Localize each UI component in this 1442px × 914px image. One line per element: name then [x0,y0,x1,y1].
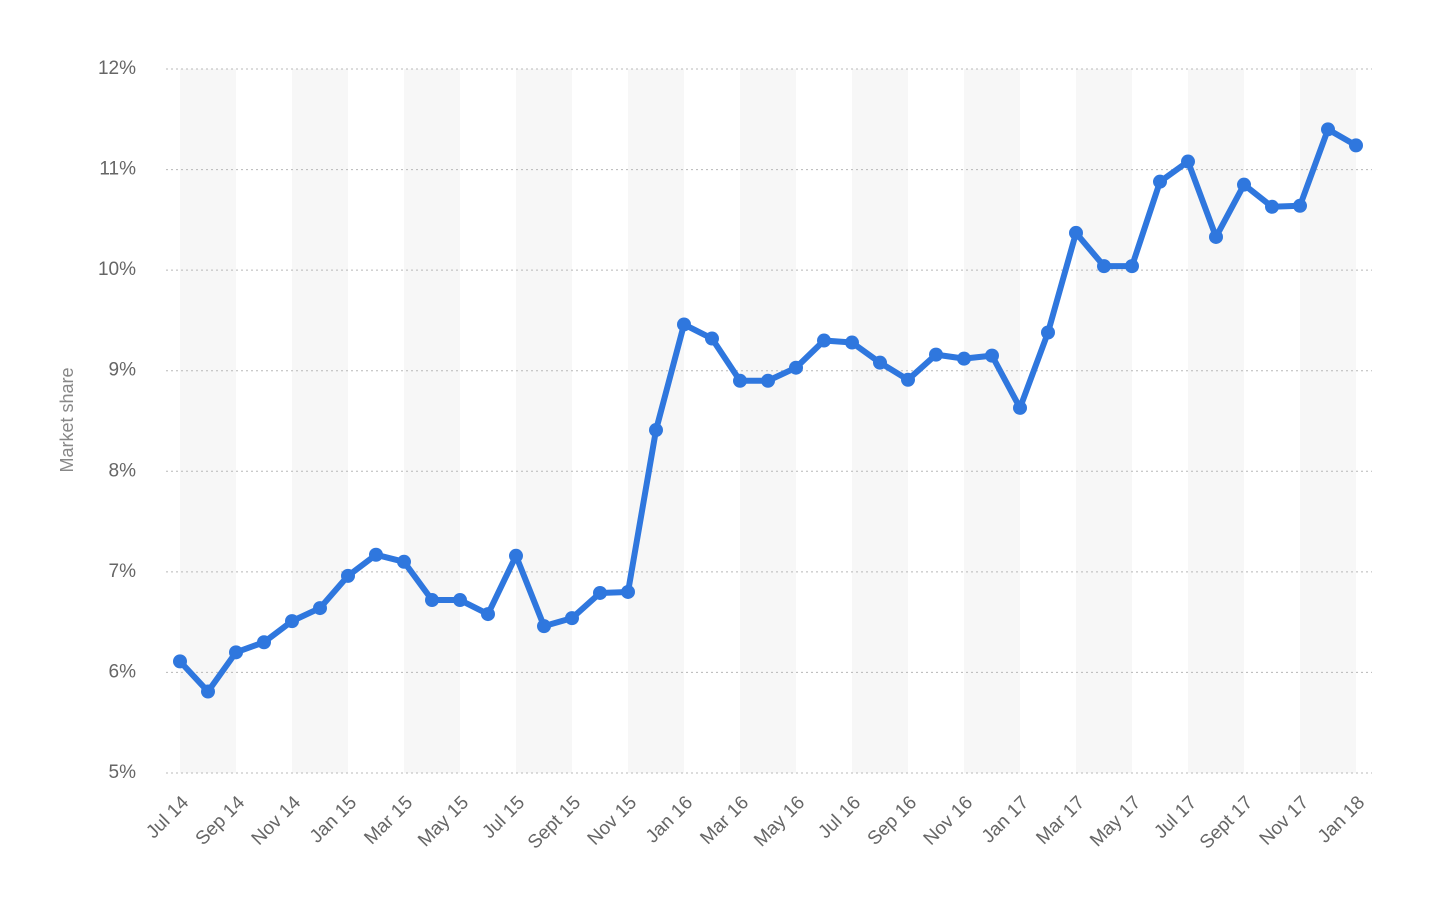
band [1076,69,1132,773]
x-tick-label: Sep 16 [864,792,921,849]
band [404,69,460,773]
x-tick-label: Jan 18 [1314,792,1369,847]
point [845,335,859,350]
point [1321,122,1335,137]
band [180,69,236,773]
point [565,611,579,626]
x-tick-label: Jan 17 [978,792,1033,847]
band [516,69,572,773]
point [481,607,495,622]
band [852,69,908,773]
x-tick-label: Jul 17 [1150,792,1201,843]
point [1209,229,1223,244]
x-tick-label: Mar 16 [696,792,753,849]
x-tick-label: Jul 15 [478,792,529,843]
y-tick-label: 7% [109,561,137,582]
point [901,372,915,387]
point [397,554,411,569]
point [1265,199,1279,214]
point [705,331,719,346]
point [593,585,607,600]
x-tick-label: Nov 17 [1256,792,1313,849]
point [285,614,299,629]
point [1125,259,1139,274]
point [817,333,831,348]
point [1153,174,1167,189]
y-tick-label: 8% [109,460,137,481]
point [761,373,775,388]
band [292,69,348,773]
point [929,347,943,362]
x-tick-label: Nov 14 [248,792,306,850]
point [229,645,243,660]
point [1181,154,1195,169]
point [1097,259,1111,274]
point [1041,325,1055,340]
point [789,360,803,375]
x-tick-label: Nov 15 [584,792,641,849]
band [1188,69,1244,773]
point [257,635,271,650]
y-axis-label: Market share [57,367,77,472]
x-tick-label: May 15 [414,792,473,851]
point [873,355,887,370]
x-tick-label: Mar 15 [360,792,417,849]
point [985,348,999,363]
point [453,593,467,608]
point [957,351,971,366]
point [677,317,691,332]
point [649,423,663,438]
point [537,619,551,634]
band [964,69,1020,773]
x-tick-label: May 17 [1086,792,1145,851]
x-tick-label: Jul 14 [142,792,193,843]
x-tick-label: Jan 16 [642,792,697,847]
y-tick-label: 6% [109,661,137,682]
x-tick-label: Jul 16 [814,792,865,843]
x-tick-label: Sep 14 [192,792,250,850]
y-tick-label: 12% [98,58,136,79]
point [1237,177,1251,192]
point [341,568,355,583]
x-tick-label: Jan 15 [306,792,361,847]
point [509,548,523,563]
x-tick-label: Sept 15 [524,792,585,853]
point [1069,225,1083,240]
y-tick-label: 5% [109,762,137,783]
y-tick-label: 9% [109,360,137,381]
point [173,654,187,669]
point [313,601,327,616]
x-tick-label: Sept 17 [1196,792,1257,853]
point [369,547,383,562]
point [201,684,215,699]
y-tick-label: 11% [99,159,136,180]
point [733,373,747,388]
x-tick-label: Nov 16 [920,792,977,849]
x-tick-label: Mar 17 [1032,792,1089,849]
band [740,69,796,773]
x-tick-label: May 16 [750,792,809,851]
point [1293,198,1307,213]
point [1013,400,1027,415]
point [621,584,635,599]
point [1349,138,1363,153]
y-tick-label: 10% [98,259,136,280]
point [425,593,439,608]
